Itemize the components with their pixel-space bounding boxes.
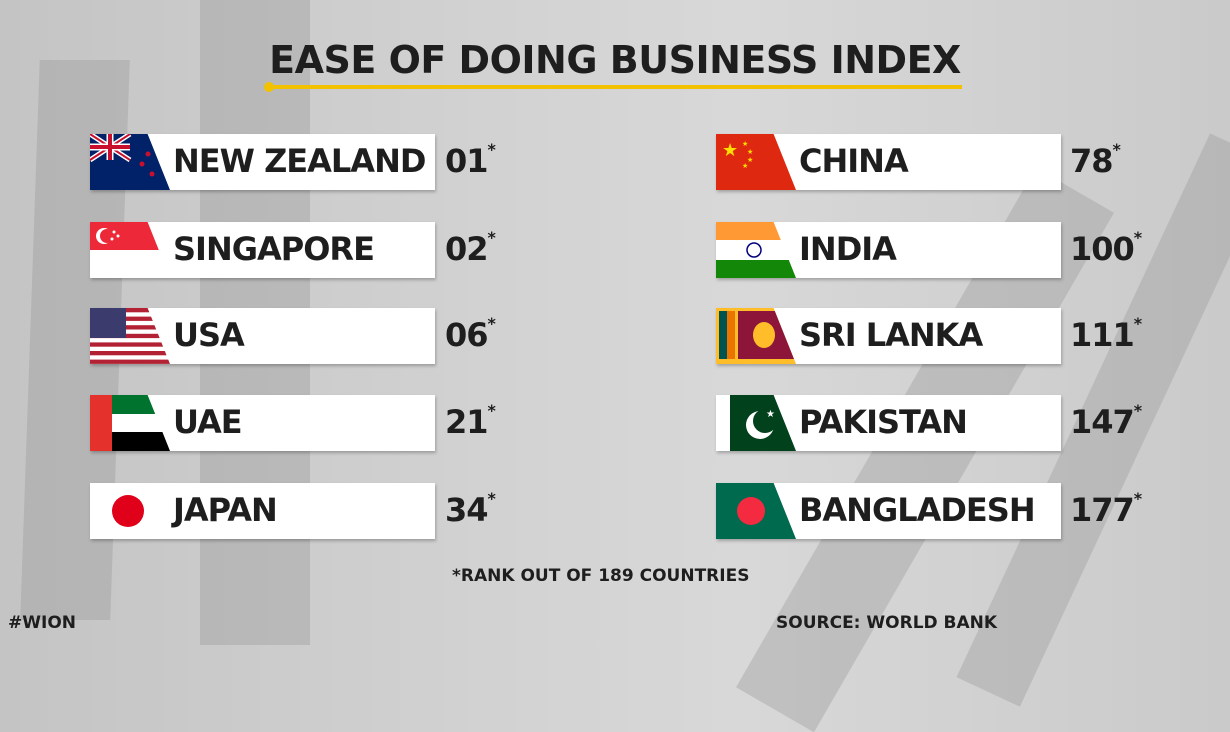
svg-text:★: ★ — [747, 148, 753, 156]
pakistan-flag-icon: ★ — [716, 395, 796, 451]
rank-number: 34 — [445, 491, 489, 529]
new-zealand-flag-icon — [90, 134, 170, 190]
rank-asterisk: * — [1133, 228, 1142, 247]
svg-text:★: ★ — [742, 140, 748, 148]
country-row: SRI LANKA — [716, 308, 1061, 364]
rank-value: 06* — [445, 314, 496, 354]
country-name: SRI LANKA — [799, 316, 983, 354]
uae-flag-icon — [90, 395, 170, 451]
singapore-flag-icon — [90, 222, 170, 278]
rank-value: 100* — [1070, 228, 1142, 268]
country-name: PAKISTAN — [799, 403, 968, 441]
country-row: JAPAN — [90, 483, 435, 539]
sri-lanka-flag-icon — [716, 308, 796, 364]
rank-asterisk: * — [1112, 140, 1121, 159]
rank-asterisk: * — [487, 489, 496, 508]
rank-number: 02 — [445, 230, 489, 268]
country-name: USA — [173, 316, 245, 354]
country-row: BANGLADESH — [716, 483, 1061, 539]
china-flag-icon: ★ ★ ★ ★ ★ — [716, 134, 796, 190]
country-row: INDIA — [716, 222, 1061, 278]
rank-number: 177 — [1070, 491, 1135, 529]
hashtag: #WION — [8, 613, 76, 633]
rank-number: 100 — [1070, 230, 1135, 268]
country-row: USA — [90, 308, 435, 364]
country-row: ★ PAKISTAN — [716, 395, 1061, 451]
rank-asterisk: * — [487, 314, 496, 333]
rank-number: 78 — [1070, 142, 1114, 180]
country-name: UAE — [173, 403, 243, 441]
rank-number: 147 — [1070, 403, 1135, 441]
rank-asterisk: * — [487, 140, 496, 159]
rank-number: 06 — [445, 316, 489, 354]
india-flag-icon — [716, 222, 796, 278]
svg-text:★: ★ — [722, 140, 738, 161]
country-name: BANGLADESH — [799, 491, 1036, 529]
rank-number: 111 — [1070, 316, 1135, 354]
rank-value: 78* — [1070, 140, 1121, 180]
title-underline-dot — [264, 82, 274, 92]
svg-text:★: ★ — [766, 409, 775, 420]
country-row: SINGAPORE — [90, 222, 435, 278]
rank-asterisk: * — [487, 401, 496, 420]
source: SOURCE: WORLD BANK — [776, 613, 998, 633]
rank-asterisk: * — [487, 228, 496, 247]
country-name: JAPAN — [173, 491, 278, 529]
rank-number: 01 — [445, 142, 489, 180]
rank-asterisk: * — [1133, 489, 1142, 508]
rank-value: 01* — [445, 140, 496, 180]
rank-value: 34* — [445, 489, 496, 529]
rank-number: 21 — [445, 403, 489, 441]
rank-value: 111* — [1070, 314, 1142, 354]
rank-asterisk: * — [1133, 314, 1142, 333]
country-name: NEW ZEALAND — [173, 142, 426, 180]
country-name: SINGAPORE — [173, 230, 375, 268]
rank-asterisk: * — [1133, 401, 1142, 420]
country-name: CHINA — [799, 142, 909, 180]
rank-value: 02* — [445, 228, 496, 268]
country-name: INDIA — [799, 230, 897, 268]
page-title: EASE OF DOING BUSINESS INDEX — [269, 38, 961, 82]
rank-value: 21* — [445, 401, 496, 441]
country-row: UAE — [90, 395, 435, 451]
rank-value: 177* — [1070, 489, 1142, 529]
svg-text:★: ★ — [742, 162, 748, 170]
rank-value: 147* — [1070, 401, 1142, 441]
japan-flag-icon — [90, 483, 170, 539]
title-underline — [270, 85, 962, 89]
country-row: ★ ★ ★ ★ ★ CHINA — [716, 134, 1061, 190]
country-row: NEW ZEALAND — [90, 134, 435, 190]
bangladesh-flag-icon — [716, 483, 796, 539]
usa-flag-icon — [90, 308, 170, 364]
footnote: *RANK OUT OF 189 COUNTRIES — [452, 566, 750, 586]
svg-text:★: ★ — [747, 156, 753, 164]
